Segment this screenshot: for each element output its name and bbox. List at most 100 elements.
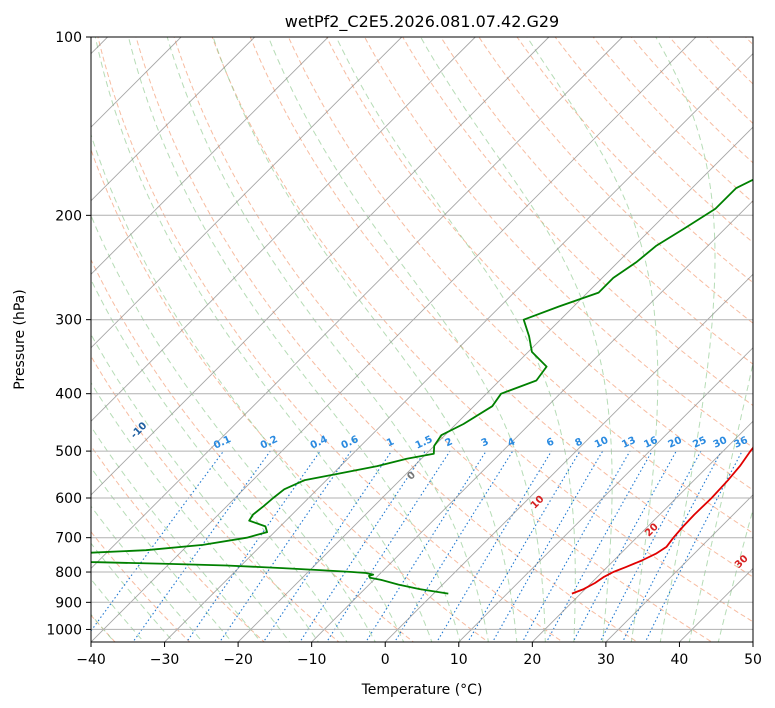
isotherm-line <box>91 37 623 570</box>
dry-adiabat-line <box>249 37 753 578</box>
isotherm-line <box>605 494 753 642</box>
x-tick-label: −30 <box>150 652 180 668</box>
mixing-ratio-line <box>545 450 653 642</box>
mixing-ratio-line <box>132 450 271 642</box>
mixing-ratio-line <box>394 450 514 642</box>
dry-adiabat-line <box>326 37 753 491</box>
mixing-ratio-line <box>644 450 743 642</box>
plot-frame <box>90 36 754 643</box>
isotherm-line <box>91 37 476 422</box>
y-axis-label: Pressure (hPa) <box>12 289 28 389</box>
moist-adiabat-label: 10 <box>529 494 547 512</box>
mixing-ratio-line <box>467 450 581 642</box>
mixing-ratio-label: 10 <box>593 435 610 451</box>
mixing-ratio-line <box>299 450 426 642</box>
dewpoint-profile-line <box>91 178 753 595</box>
mixing-ratio-label: 4 <box>506 436 517 449</box>
dry-adiabat-line <box>135 37 639 642</box>
mixing-ratio-label: 8 <box>573 436 584 449</box>
dry-adiabat-line <box>402 37 753 407</box>
x-tick-label: 0 <box>381 652 390 668</box>
mixing-ratio-line <box>521 450 631 642</box>
x-tick-label: 20 <box>523 652 541 668</box>
isotherm-line <box>531 420 753 642</box>
mixing-ratio-label: 25 <box>691 435 708 451</box>
moist-adiabat-line <box>91 278 348 642</box>
y-tick-label: 900 <box>55 595 82 611</box>
mixing-ratio-line <box>572 450 677 642</box>
x-axis-label: Temperature (°C) <box>361 682 483 698</box>
dry-adiabat-line <box>287 37 753 534</box>
moist-adiabat-line <box>420 37 613 642</box>
moist-adiabat-line <box>91 578 145 642</box>
moist-adiabat-line <box>335 37 576 642</box>
isotherm-line <box>91 37 697 642</box>
isotherm-line <box>237 126 753 642</box>
x-tick-label: −10 <box>297 652 327 668</box>
moist-adiabat-line <box>655 37 716 642</box>
moist-adiabat-line <box>688 360 753 642</box>
isotherm-line <box>678 567 753 642</box>
moist-adiabat-label: 30 <box>733 553 751 571</box>
moist-adiabat-line <box>91 425 262 642</box>
y-tick-label: 800 <box>55 565 82 581</box>
moist-adiabat-line <box>267 37 546 642</box>
mixing-ratio-line <box>185 450 321 642</box>
isotherm-line <box>163 52 753 642</box>
mixing-ratio-label: 20 <box>667 435 684 451</box>
moist-adiabat-line <box>717 507 753 642</box>
dry-adiabat-line <box>173 37 713 642</box>
y-tick-label: 600 <box>55 491 82 507</box>
mixing-ratio-line <box>365 450 487 642</box>
mixing-ratio-line <box>262 450 392 642</box>
moist-adiabat-line <box>212 37 518 642</box>
moist-adiabat-line <box>166 37 489 642</box>
isotherm-line <box>91 37 329 275</box>
mixing-ratio-label: 0.1 <box>212 434 233 451</box>
mixing-ratio-label: 30 <box>712 435 729 451</box>
y-tick-label: 500 <box>55 444 82 460</box>
mixing-ratio-label: 13 <box>620 435 637 451</box>
mixing-ratio-line <box>621 450 722 642</box>
y-tick-label: 100 <box>55 30 82 46</box>
moist-adiabat-line <box>128 37 461 642</box>
y-tick-label: 400 <box>55 387 82 403</box>
dry-adiabat-line <box>97 37 564 642</box>
x-tick-label: 40 <box>671 652 689 668</box>
y-tick-label: 300 <box>55 313 82 329</box>
mixing-ratio-label: 3 <box>480 436 491 449</box>
dry-adiabat-line <box>478 37 753 324</box>
dry-adiabat-line <box>364 37 753 449</box>
mixing-ratio-label: 6 <box>545 436 556 449</box>
x-tick-label: 10 <box>450 652 468 668</box>
mixing-ratio-line <box>326 450 451 642</box>
dry-adiabat-line <box>211 37 753 623</box>
y-tick-label: 200 <box>55 208 82 224</box>
plot-area <box>91 37 753 642</box>
x-tick-label: −40 <box>76 652 106 668</box>
dry-adiabat-line <box>91 258 415 642</box>
mixing-ratio-line <box>599 450 702 642</box>
isotherm-line <box>91 37 256 202</box>
isotherm-line <box>91 37 403 349</box>
moist-adiabat-label: 0 <box>405 470 418 483</box>
isotherm-line <box>91 37 550 496</box>
dry-adiabat-line <box>440 37 753 365</box>
y-tick-label: 700 <box>55 531 82 547</box>
x-tick-label: 30 <box>597 652 615 668</box>
mixing-ratio-label: 1 <box>385 436 396 449</box>
moist-adiabat-line <box>91 333 320 642</box>
mixing-ratio-line <box>436 450 552 642</box>
dry-adiabat-line <box>91 531 191 642</box>
isotherm-line <box>311 200 753 642</box>
isotherm-line <box>384 273 753 642</box>
dry-adiabat-line <box>669 37 753 125</box>
dry-adiabat-line <box>91 355 340 642</box>
chart-title: wetPf2_C2E5.2026.081.07.42.G29 <box>285 12 559 32</box>
x-tick-label: 50 <box>744 652 762 668</box>
moist-adiabat-line <box>91 505 204 642</box>
x-tick-label: −20 <box>223 652 253 668</box>
mixing-ratio-label: 16 <box>642 435 659 451</box>
